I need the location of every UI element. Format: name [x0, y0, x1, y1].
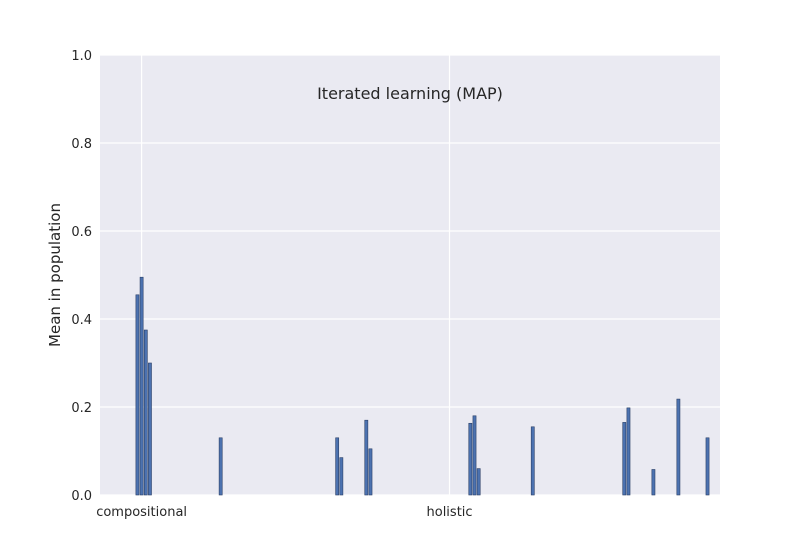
bar: [530, 426, 535, 496]
bar: [148, 362, 152, 496]
chart-title: Iterated learning (MAP): [317, 84, 503, 103]
bar: [364, 419, 369, 496]
x-tick-label: holistic: [427, 505, 473, 520]
bar: [651, 469, 656, 496]
bar: [335, 437, 340, 496]
bar: [143, 329, 148, 496]
bar: [218, 437, 223, 496]
bar: [139, 276, 144, 496]
x-tick-label: compositional: [96, 505, 187, 520]
y-tick-label: 1.0: [71, 49, 92, 64]
bar: [626, 407, 631, 496]
bar: [468, 422, 473, 496]
bar: [705, 437, 710, 496]
bar: [676, 398, 681, 496]
y-tick-label: 0.6: [71, 225, 92, 240]
bar: [339, 457, 344, 496]
y-tick-label: 0.8: [71, 137, 92, 152]
y-tick-label: 0.2: [71, 401, 92, 416]
plot-background: [100, 55, 720, 495]
y-tick-label: 0.0: [71, 489, 92, 504]
bar: [476, 468, 481, 496]
y-axis-label: Mean in population: [46, 203, 64, 347]
bars: [135, 276, 710, 496]
y-tick-label: 0.4: [71, 313, 92, 328]
x-tick-labels: compositional holistic: [96, 505, 472, 520]
bar: [622, 422, 627, 496]
y-tick-labels: 0.0 0.2 0.4 0.6 0.8 1.0: [71, 49, 92, 504]
bar: [472, 415, 477, 496]
bar: [368, 448, 373, 496]
bar: [135, 294, 140, 496]
